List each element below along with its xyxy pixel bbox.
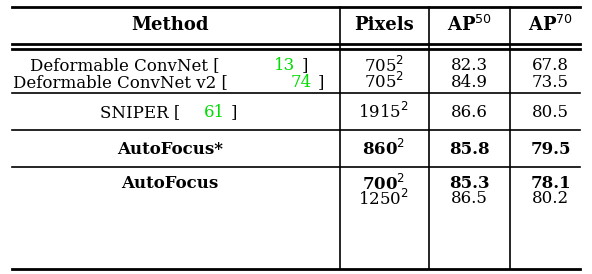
Text: 73.5: 73.5 <box>532 74 569 91</box>
Text: Pixels: Pixels <box>354 16 413 34</box>
Text: AP$^{70}$: AP$^{70}$ <box>528 15 573 35</box>
Text: 82.3: 82.3 <box>451 57 488 74</box>
Text: 705$^2$: 705$^2$ <box>363 56 404 76</box>
Text: AP$^{50}$: AP$^{50}$ <box>447 15 492 35</box>
Text: 79.5: 79.5 <box>530 141 571 158</box>
Text: 67.8: 67.8 <box>532 57 569 74</box>
Text: 80.2: 80.2 <box>532 190 569 207</box>
Text: 85.3: 85.3 <box>449 175 490 192</box>
Text: 84.9: 84.9 <box>451 74 488 91</box>
Text: 86.6: 86.6 <box>451 104 488 121</box>
Text: 74: 74 <box>291 74 312 91</box>
Text: 700$^2$: 700$^2$ <box>362 173 405 194</box>
Text: ]: ] <box>302 57 308 74</box>
Text: Deformable ConvNet v2 [: Deformable ConvNet v2 [ <box>14 74 229 91</box>
Text: 80.5: 80.5 <box>532 104 569 121</box>
Text: 61: 61 <box>204 104 225 121</box>
Text: AutoFocus*: AutoFocus* <box>117 141 223 158</box>
Text: AutoFocus: AutoFocus <box>121 175 218 192</box>
Text: ]: ] <box>231 104 237 121</box>
Text: 85.8: 85.8 <box>449 141 490 158</box>
Text: 860$^2$: 860$^2$ <box>362 139 405 159</box>
Text: ]: ] <box>318 74 324 91</box>
Text: Method: Method <box>131 16 208 34</box>
Text: 86.5: 86.5 <box>451 190 488 207</box>
Text: 705$^2$: 705$^2$ <box>363 72 404 92</box>
Text: SNIPER [: SNIPER [ <box>101 104 181 121</box>
Text: 13: 13 <box>275 57 295 74</box>
Text: Deformable ConvNet [: Deformable ConvNet [ <box>30 57 220 74</box>
Text: 1915$^2$: 1915$^2$ <box>358 102 409 122</box>
Text: 78.1: 78.1 <box>530 175 571 192</box>
Text: 1250$^2$: 1250$^2$ <box>358 189 409 209</box>
